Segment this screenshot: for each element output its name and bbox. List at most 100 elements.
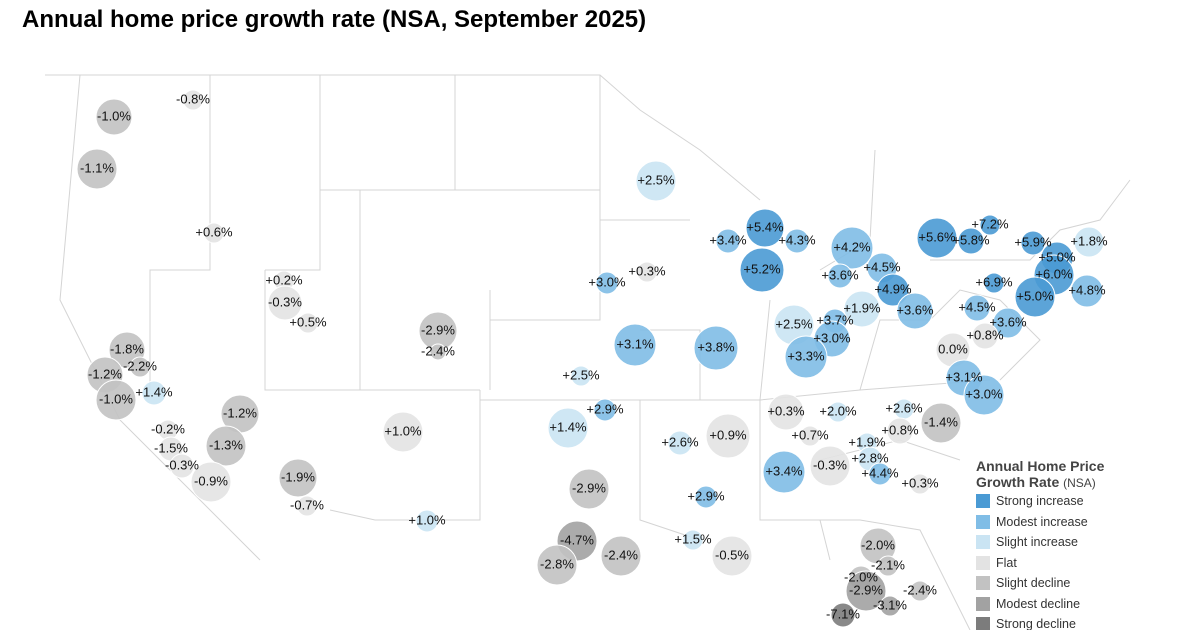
- bubble: [920, 402, 962, 444]
- bubble-label: +2.6%: [885, 400, 923, 415]
- bubble: [830, 602, 856, 628]
- legend-items: Strong increase Modest increase Slight inc…: [976, 491, 1166, 630]
- bubble: [845, 570, 887, 612]
- bubble: [682, 529, 704, 551]
- bubble: [613, 323, 657, 367]
- bubble-label: +2.8%: [851, 450, 889, 465]
- bubble: [570, 365, 592, 387]
- bubble-label: -4.7%: [560, 532, 594, 547]
- bubble: [382, 411, 424, 453]
- bubble: [992, 307, 1024, 339]
- bubble: [830, 226, 874, 270]
- bubble: [784, 335, 828, 379]
- bubble-label: +3.7%: [816, 312, 854, 327]
- bubble-label: +0.7%: [791, 427, 829, 442]
- bubble-label: -1.9%: [281, 469, 315, 484]
- legend-swatch: [976, 535, 990, 550]
- bubble: [203, 222, 225, 244]
- bubble: [141, 380, 167, 406]
- bubble-label: -2.2%: [123, 358, 157, 373]
- legend-label: Slight increase: [996, 535, 1078, 550]
- bubble-label: +6.0%: [1035, 266, 1073, 281]
- bubble-label: +2.5%: [562, 367, 600, 382]
- bubble: [739, 247, 785, 293]
- bubble-label: -2.1%: [871, 557, 905, 572]
- bubble-label: -1.3%: [209, 437, 243, 452]
- bubble: [593, 398, 617, 422]
- bubble: [693, 325, 739, 371]
- bubble: [896, 292, 934, 330]
- bubble: [278, 458, 318, 498]
- bubble: [784, 228, 810, 254]
- legend-swatch: [976, 596, 990, 611]
- bubble-label: -1.2%: [223, 405, 257, 420]
- bubble-label: +3.8%: [697, 339, 735, 354]
- bubble-label: -0.3%: [165, 457, 199, 472]
- bubble-label: +5.6%: [918, 229, 956, 244]
- bubble: [886, 417, 914, 445]
- bubble-label: +0.3%: [628, 263, 666, 278]
- legend-swatch: [976, 494, 990, 509]
- legend-label: Strong increase: [996, 494, 1084, 509]
- bubble: [694, 485, 718, 509]
- legend-subtitle: (NSA): [1063, 476, 1096, 490]
- bubble-label: -2.0%: [861, 537, 895, 552]
- bubble-label: -0.9%: [194, 473, 228, 488]
- bubble-label: -1.8%: [110, 341, 144, 356]
- bubble: [267, 285, 303, 321]
- bubble-label: -3.1%: [873, 597, 907, 612]
- bubble-label: +0.8%: [881, 422, 919, 437]
- bubble-label: +3.6%: [821, 267, 859, 282]
- bubble: [636, 261, 658, 283]
- bubble-label: +1.9%: [843, 300, 881, 315]
- bubble-label: +3.4%: [765, 463, 803, 478]
- bubble: [595, 271, 619, 295]
- legend-swatch: [976, 514, 990, 529]
- bubble: [190, 461, 232, 503]
- bubble-label: -1.0%: [99, 391, 133, 406]
- legend-title-text: Annual Home Price Growth Rate: [976, 458, 1105, 490]
- bubble-label: -1.4%: [924, 414, 958, 429]
- bubble: [868, 462, 892, 486]
- legend-item: Strong decline: [976, 614, 1166, 630]
- bubble: [827, 263, 853, 289]
- legend-item: Modest increase: [976, 512, 1166, 533]
- bubble: [1070, 274, 1104, 308]
- bubble-label: +1.0%: [384, 423, 422, 438]
- bubble: [963, 294, 991, 322]
- bubble-label: +5.0%: [1038, 249, 1076, 264]
- bubble-label: +1.9%: [848, 434, 886, 449]
- bubble-label: +0.3%: [901, 475, 939, 490]
- bubble: [429, 343, 447, 361]
- bubble: [95, 379, 137, 421]
- bubble: [827, 401, 849, 423]
- bubble-label: +3.1%: [616, 336, 654, 351]
- bubble-label: -1.1%: [80, 160, 114, 175]
- bubble-label: +4.3%: [778, 232, 816, 247]
- bubble: [536, 544, 578, 586]
- bubble-label: -1.2%: [88, 366, 122, 381]
- bubble: [745, 208, 785, 248]
- bubble-label: +2.5%: [775, 316, 813, 331]
- bubble: [909, 473, 931, 495]
- bubble: [667, 430, 693, 456]
- bubble-label: +4.8%: [1068, 282, 1106, 297]
- bubble-label: -0.5%: [715, 547, 749, 562]
- bubble: [415, 509, 439, 533]
- bubble-label: +3.0%: [588, 274, 626, 289]
- bubble-label: -2.4%: [604, 547, 638, 562]
- bubble-label: +0.5%: [289, 314, 327, 329]
- bubble: [876, 273, 910, 307]
- bubble-label: +0.6%: [195, 224, 233, 239]
- bubble: [909, 580, 931, 602]
- title: Annual home price growth rate (NSA, Sept…: [22, 6, 647, 33]
- bubble: [971, 322, 999, 350]
- bubble: [767, 393, 805, 431]
- bubble: [715, 228, 741, 254]
- bubble: [600, 535, 642, 577]
- bubble: [547, 407, 589, 449]
- legend-item: Strong increase: [976, 491, 1166, 512]
- bubble: [877, 555, 899, 577]
- legend-label: Flat: [996, 555, 1017, 570]
